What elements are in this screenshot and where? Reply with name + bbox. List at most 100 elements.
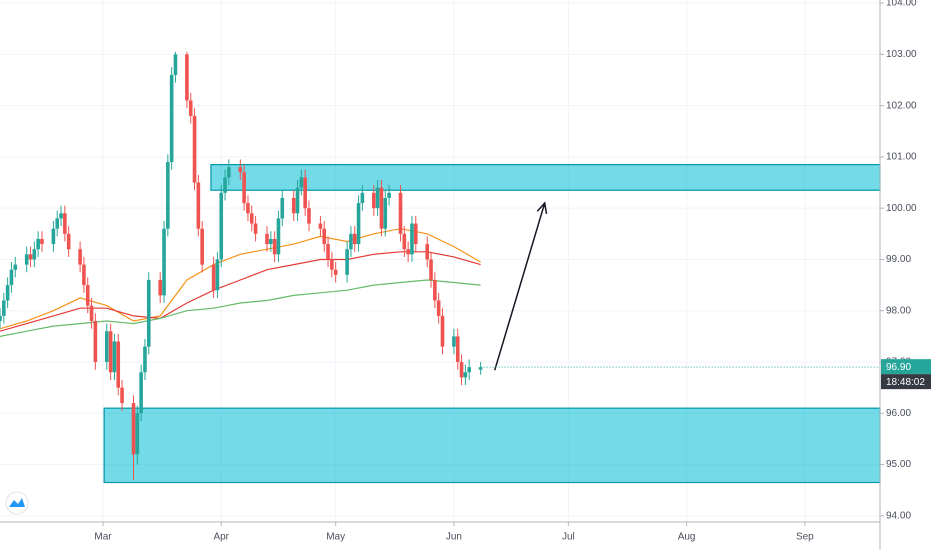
candle-body — [379, 187, 384, 229]
candle-body — [455, 336, 460, 363]
logo[interactable] — [5, 491, 29, 515]
candle-body — [219, 192, 224, 260]
candle-body — [402, 233, 407, 250]
marks — [0, 51, 881, 484]
zone — [103, 407, 881, 484]
candle-body — [467, 367, 471, 373]
candle-body — [146, 279, 151, 347]
candle-body — [108, 331, 113, 373]
moving-average — [0, 251, 481, 332]
candle-body — [9, 269, 14, 286]
candle-body — [436, 300, 441, 316]
zone — [210, 163, 881, 191]
y-tick-label: 99.00 — [886, 254, 911, 265]
candle-body — [307, 208, 311, 224]
candle-body — [89, 305, 94, 321]
candle-body — [28, 254, 33, 260]
candle-body — [345, 249, 349, 275]
moving-average — [0, 279, 481, 337]
candle-body — [318, 223, 323, 229]
candle-body — [440, 315, 445, 347]
candle-body — [375, 187, 380, 209]
candle-body — [105, 331, 109, 363]
candle-body — [253, 223, 258, 234]
candle-body — [120, 387, 124, 404]
candle-body — [246, 203, 250, 214]
candle-body — [131, 403, 136, 455]
y-tick-label: 103.00 — [886, 49, 917, 60]
candle-body — [93, 320, 98, 363]
candle-body — [265, 233, 269, 245]
candle-body — [196, 182, 201, 229]
y-tick-label: 102.00 — [886, 100, 917, 111]
candle-body — [387, 192, 391, 198]
y-tick-label: 96.00 — [886, 408, 911, 419]
candle-body — [2, 300, 6, 316]
candle-body — [333, 269, 338, 275]
candle-body — [425, 244, 430, 260]
candle-body — [188, 100, 193, 116]
candle-body — [356, 203, 361, 245]
candle-body — [360, 192, 365, 204]
x-tick-label: Jun — [446, 532, 462, 543]
candle-body — [295, 187, 300, 214]
candle-body — [158, 279, 163, 296]
candle-body — [192, 115, 197, 183]
candle-body — [200, 228, 204, 265]
candle-body — [276, 218, 281, 255]
y-tick-label: 100.00 — [886, 203, 917, 214]
candle-body — [82, 264, 86, 286]
candle-body — [299, 177, 304, 188]
countdown-label: 18:48:02 — [886, 377, 925, 388]
x-tick-label: May — [326, 532, 345, 543]
candle-body — [452, 336, 456, 347]
candle-body — [413, 223, 418, 245]
y-tick-label: 95.00 — [886, 459, 911, 470]
candle-body — [242, 172, 246, 204]
candle-body — [63, 213, 67, 234]
last-price-label: 96.90 — [886, 362, 911, 373]
candle-body — [272, 238, 277, 255]
candle-body — [55, 218, 60, 229]
candle-body — [383, 197, 388, 229]
candle-body — [330, 259, 334, 270]
candle-body — [238, 167, 243, 173]
candle-body — [112, 341, 117, 373]
candle-body — [5, 285, 10, 301]
candle-body — [13, 264, 18, 270]
countdown-box — [881, 374, 931, 390]
x-tick-label: Aug — [678, 532, 696, 543]
candle-body — [463, 372, 468, 378]
candle-body — [185, 54, 189, 101]
candle-body — [303, 177, 307, 209]
candle-body — [162, 228, 166, 296]
candle-body — [211, 264, 216, 291]
x-tick-label: Apr — [213, 532, 229, 543]
candle-body — [227, 167, 231, 178]
candle-body — [0, 315, 2, 321]
candle-body — [59, 213, 63, 219]
candle-body — [406, 249, 410, 255]
candle-body — [223, 177, 227, 193]
candle-body — [40, 238, 44, 245]
candle-body — [173, 54, 178, 75]
y-tick-label: 101.00 — [886, 152, 917, 163]
candle-body — [349, 233, 353, 250]
candle-body — [85, 285, 90, 306]
candle-body — [143, 346, 147, 373]
candle-body — [410, 223, 414, 255]
candle-body — [269, 238, 273, 245]
x-tick-label: Jul — [562, 532, 575, 543]
y-tick-label: 94.00 — [886, 510, 911, 521]
candle-body — [78, 249, 82, 265]
candle-body — [116, 341, 121, 388]
arrow-head — [536, 201, 548, 215]
last-price-box — [881, 359, 931, 375]
candle-body — [215, 259, 220, 291]
candle-body — [459, 362, 464, 378]
candle-body — [36, 238, 40, 250]
candle-body — [135, 413, 140, 455]
candle-body — [249, 213, 254, 224]
candle-body — [352, 233, 357, 245]
candle-body — [322, 228, 327, 245]
